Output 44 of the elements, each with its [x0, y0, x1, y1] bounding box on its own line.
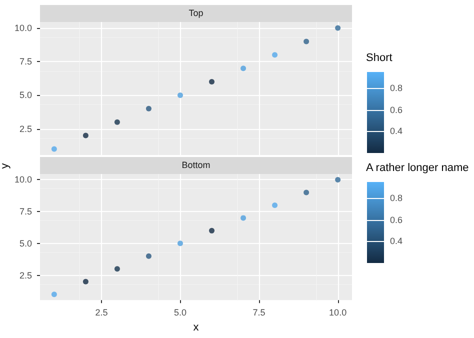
- point: [82, 278, 88, 284]
- color-bar-label: 0.4: [390, 236, 403, 246]
- y-axis-title: y: [0, 163, 11, 169]
- point: [240, 215, 246, 221]
- color-bar-label: 0.6: [390, 104, 403, 115]
- x-tick-label: 2.5: [95, 308, 108, 318]
- point: [178, 240, 183, 246]
- color-bar-title: Short: [366, 52, 394, 64]
- point: [209, 79, 215, 85]
- color-bar-title: A rather longer name: [366, 162, 470, 174]
- x-axis-title: x: [193, 322, 200, 334]
- x-tick-label: 5.0: [174, 308, 186, 318]
- x-tick-label: 7.5: [252, 308, 266, 318]
- y-tick-label: 5.0: [19, 238, 32, 248]
- chart-title: Top: [40, 5, 352, 22]
- point: [240, 66, 246, 72]
- point: [272, 202, 278, 208]
- point: [51, 146, 57, 152]
- point: [272, 52, 278, 58]
- point: [304, 38, 310, 44]
- color-bar-label: 0.6: [390, 214, 403, 225]
- point: [146, 253, 152, 259]
- point: [304, 190, 310, 196]
- point: [114, 119, 120, 125]
- y-tick-label: 7.5: [19, 56, 32, 67]
- point: [51, 292, 57, 298]
- y-tick-label: 2.5: [19, 124, 32, 134]
- y-tick-label: 10.0: [14, 174, 32, 185]
- point: [146, 106, 152, 112]
- y-tick-label: 5.0: [19, 90, 32, 100]
- color-bar-label: 0.8: [390, 193, 403, 204]
- point: [178, 92, 183, 98]
- y-tick-label: 2.5: [19, 270, 32, 280]
- point: [335, 25, 341, 31]
- color-bar-label: 0.4: [390, 126, 403, 136]
- point: [335, 176, 341, 182]
- color-bar-label: 0.8: [390, 83, 403, 94]
- point: [114, 266, 120, 272]
- chart-title: Bottom: [40, 157, 352, 174]
- x-tick-label: 10.0: [329, 308, 347, 318]
- y-tick-label: 7.5: [19, 206, 32, 217]
- point: [82, 132, 88, 138]
- y-tick-label: 10.0: [14, 23, 32, 34]
- point: [209, 228, 215, 234]
